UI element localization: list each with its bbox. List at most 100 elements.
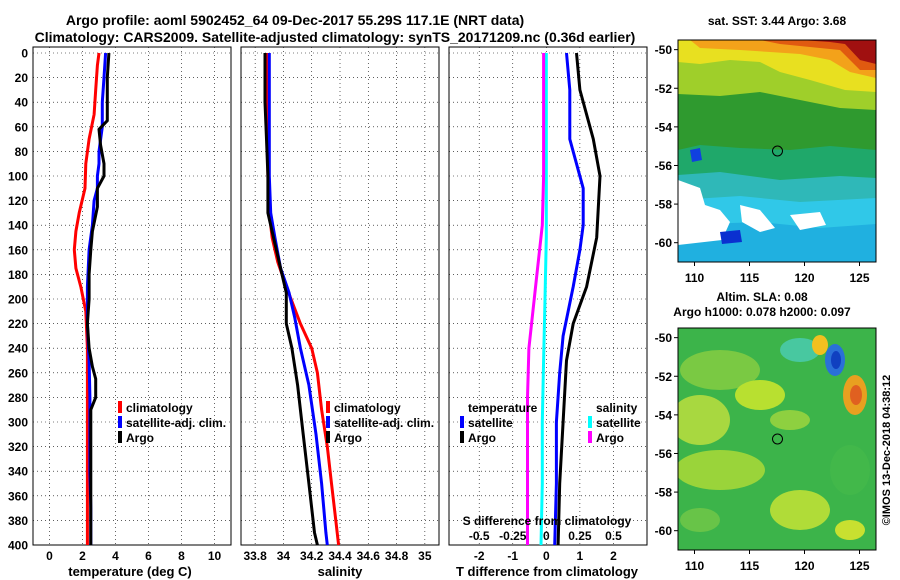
depth-tick-label: 160 [8,243,28,257]
x-tick-label: -2 [474,549,485,563]
depth-tick-label: 400 [8,539,28,553]
legend-swatch-argo [326,431,330,443]
map-ytick-label: -52 [655,82,673,96]
map-ytick-label: -58 [655,486,673,500]
legend-title-temperature: temperature [468,401,538,415]
temperature-xlabel: temperature (deg C) [68,564,192,579]
depth-tick-label: 40 [15,96,29,110]
map-ytick-label: -60 [655,236,673,250]
x-tick-label: 34.6 [357,549,381,563]
legend-swatch-climatology [326,401,330,413]
s-difference-xlabel: S difference from climatology [463,514,632,528]
map-ytick-label: -58 [655,198,673,212]
series-line-salinity-argo [526,53,546,545]
difference-temperature-legend: temperature satellite Argo [460,401,538,445]
legend-label-argo: Argo [334,431,362,445]
x-tick-label: 35 [418,549,432,563]
map-ytick-label: -56 [655,447,673,461]
depth-tick-label: 140 [8,219,28,233]
depth-tick-label: 20 [15,71,29,85]
depth-tick-label: 100 [8,170,28,184]
legend-label-climatology: climatology [334,401,401,415]
profile-lines [72,52,602,546]
legend-title-salinity: salinity [596,401,638,415]
grid-lines [33,47,647,546]
map-ytick-label: -52 [655,370,673,384]
map-xtick-label: 125 [849,559,869,573]
map-ytick-label: -54 [655,408,673,422]
x-tick-label: -1 [507,549,518,563]
map-ytick-label: -56 [655,159,673,173]
legend-label-t-argo: Argo [468,431,496,445]
sla-map-frame [677,327,877,551]
series-line-argo [263,53,319,546]
legend-label-t-satellite: satellite [468,416,513,430]
difference-panel [448,46,648,546]
salinity-legend: climatology satellite-adj. clim. Argo [326,401,434,445]
sla-profile-location-marker [772,433,783,445]
legend-swatch-satellite-adj [118,416,122,428]
map-ytick-label: -60 [655,524,673,538]
series-line-temperature-argo [556,52,602,546]
figure-title-line1: Argo profile: aoml 5902452_64 09-Dec-201… [66,12,524,28]
sla-map-title-line2: Argo h1000: 0.078 h2000: 0.097 [673,305,851,319]
map-ytick-label: -54 [655,120,673,134]
x-tick-label: 6 [145,549,152,563]
legend-label-argo: Argo [126,431,154,445]
legend-label-satellite-adj: satellite-adj. clim. [334,416,434,430]
depth-tick-labels: 0 20 40 60 80 100 120 140 160 180 200 220 240 260 280 3… [8,47,28,553]
x2-tick-label: 0.25 [568,529,592,543]
sla-map-image [678,328,876,550]
figure-title-line2: Climatology: CARS2009. Satellite-adjuste… [35,29,636,45]
x2-tick-label: 0.5 [605,529,622,543]
legend-swatch-climatology [118,401,122,413]
x-tick-label: 34 [277,549,291,563]
x-tick-label: 34.4 [328,549,352,563]
depth-tick-label: 360 [8,489,28,503]
map-xtick-label: 115 [740,559,760,573]
difference-salinity-legend: salinity satellite Argo [588,401,641,445]
salinity-xlabel: salinity [318,564,364,579]
x2-tick-label: 0 [543,529,550,543]
x-tick-label: 4 [112,549,119,563]
x-tick-label: 2 [610,549,617,563]
sst-profile-location-marker [772,145,783,157]
series-line-argo [85,52,111,545]
sst-map-ticks: -50 -52 -54 -56 -58 -60 110 115 120 125 [655,43,870,285]
x-tick-label: 33.8 [243,549,267,563]
depth-tick-label: 0 [21,47,28,61]
series-line-salinity-satellite [539,53,548,546]
map-xtick-label: 120 [794,271,814,285]
legend-swatch-s-argo [588,431,592,443]
x-tick-label: 8 [178,549,185,563]
series-line-temperature-satellite [553,52,585,546]
legend-label-s-argo: Argo [596,431,624,445]
map-xtick-label: 110 [685,559,705,573]
map-xtick-label: 125 [849,271,869,285]
legend-swatch-t-satellite [460,416,464,428]
sla-map-title-line1: Altim. SLA: 0.08 [716,290,808,304]
sst-map-image [678,40,876,262]
depth-tick-label: 240 [8,342,28,356]
x-tick-label: 2 [79,549,86,563]
depth-tick-label: 180 [8,268,28,282]
series-line-satellite-adj-clim- [267,53,329,546]
depth-tick-label: 280 [8,391,28,405]
x-tick-label: 0 [46,549,53,563]
legend-label-s-satellite: satellite [596,416,641,430]
depth-tick-label: 120 [8,194,28,208]
x-tick-label: 10 [208,549,222,563]
temperature-legend: climatology satellite-adj. clim. Argo [118,401,226,445]
map-xtick-label: 110 [685,271,705,285]
temperature-panel [32,46,232,546]
imos-credit: ©IMOS 13-Dec-2018 04:38:12 [881,375,893,526]
depth-tick-label: 340 [8,465,28,479]
legend-swatch-satellite-adj [326,416,330,428]
depth-tick-label: 200 [8,293,28,307]
x-tick-label: 1 [577,549,584,563]
x-tick-label: 34.2 [300,549,324,563]
sst-map-title: sat. SST: 3.44 Argo: 3.68 [708,14,847,28]
depth-tick-label: 300 [8,416,28,430]
series-line-climatology [72,52,101,545]
